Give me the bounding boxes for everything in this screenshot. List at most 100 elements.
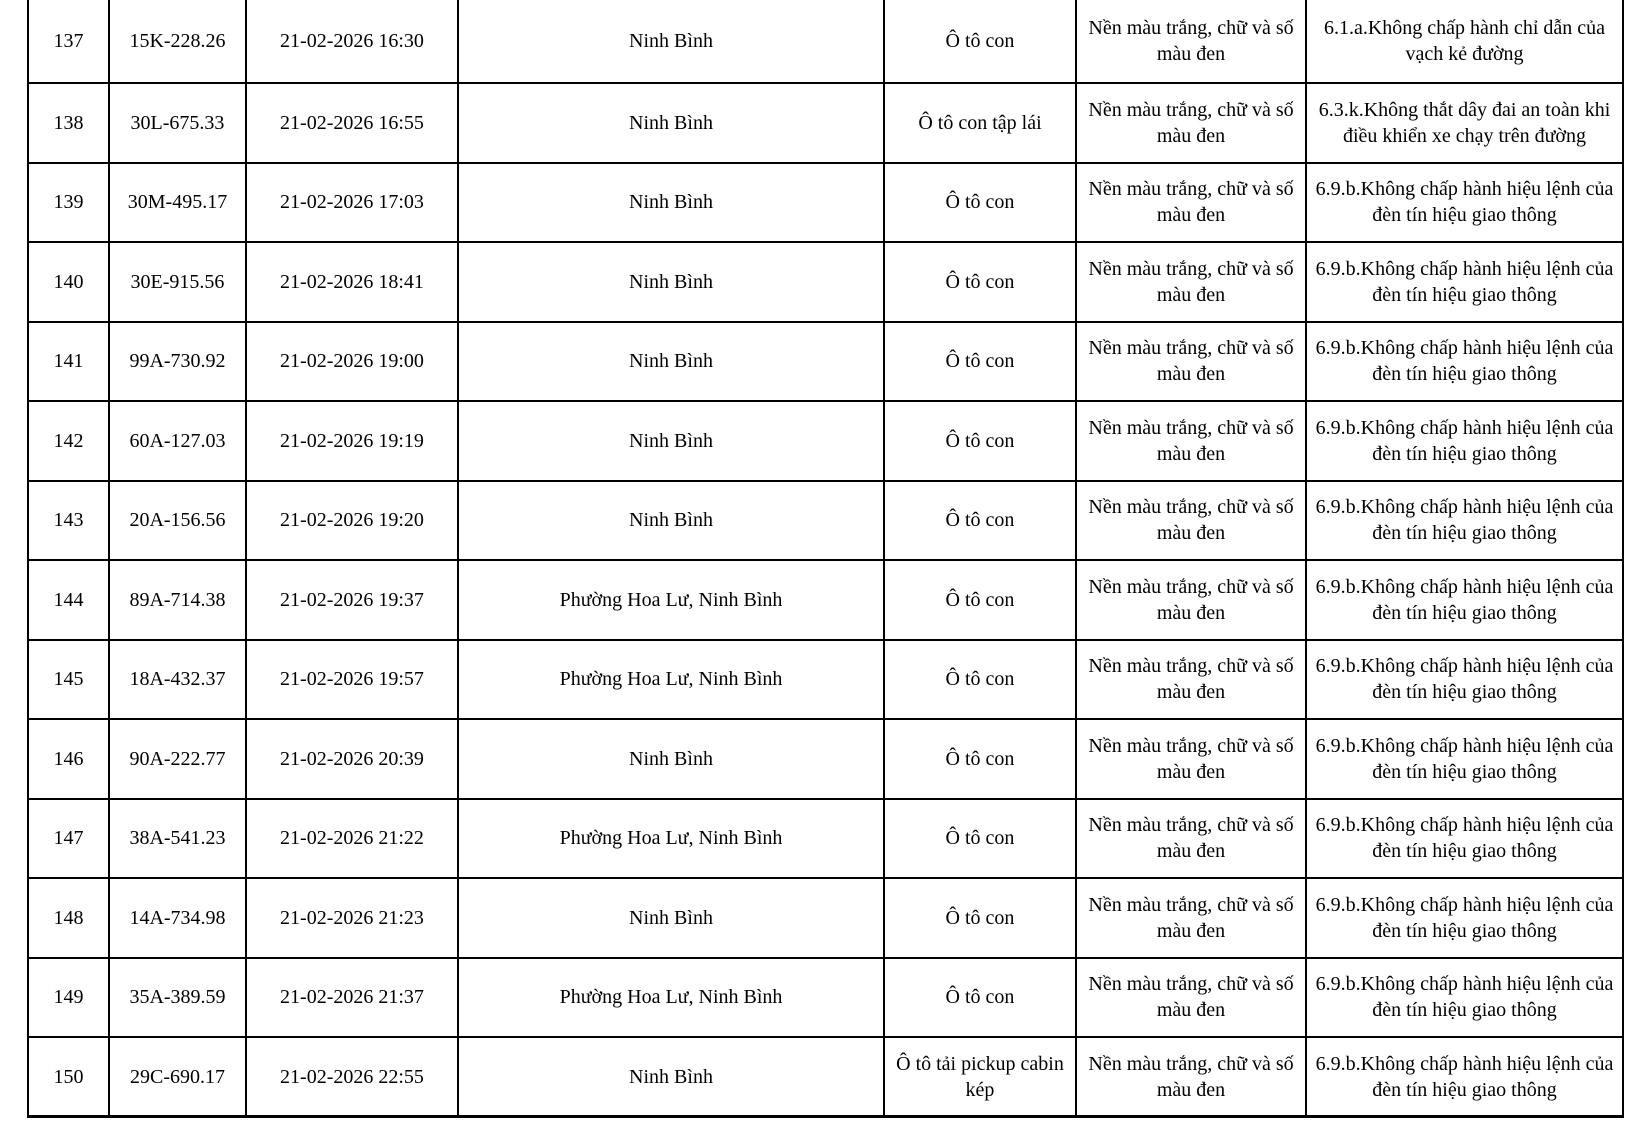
table-row: 138 30L-675.33 21-02-2026 16:55 Ninh Bìn… xyxy=(27,82,1624,164)
cell-index: 149 xyxy=(27,956,110,1038)
cell-plate-description: Nền màu trắng, chữ và số màu đen xyxy=(1075,161,1307,243)
cell-index: 144 xyxy=(27,559,110,641)
table-row: 146 90A-222.77 21-02-2026 20:39 Ninh Bìn… xyxy=(27,718,1624,800)
cell-license-plate: 90A-222.77 xyxy=(108,718,247,800)
cell-datetime: 21-02-2026 19:20 xyxy=(245,479,459,561)
cell-datetime: 21-02-2026 22:55 xyxy=(245,1036,459,1118)
cell-violation: 6.9.b.Không chấp hành hiệu lệnh của đèn … xyxy=(1305,797,1624,879)
cell-datetime: 21-02-2026 19:37 xyxy=(245,559,459,641)
cell-vehicle-type: Ô tô con xyxy=(883,559,1077,641)
cell-plate-description: Nền màu trắng, chữ và số màu đen xyxy=(1075,241,1307,323)
cell-violation: 6.9.b.Không chấp hành hiệu lệnh của đèn … xyxy=(1305,559,1624,641)
cell-datetime: 21-02-2026 20:39 xyxy=(245,718,459,800)
cell-violation: 6.9.b.Không chấp hành hiệu lệnh của đèn … xyxy=(1305,877,1624,959)
cell-vehicle-type: Ô tô con xyxy=(883,161,1077,243)
cell-license-plate: 99A-730.92 xyxy=(108,320,247,402)
cell-violation: 6.9.b.Không chấp hành hiệu lệnh của đèn … xyxy=(1305,241,1624,323)
cell-location: Phường Hoa Lư, Ninh Bình xyxy=(457,638,885,720)
table-row: 144 89A-714.38 21-02-2026 19:37 Phường H… xyxy=(27,559,1624,641)
cell-location: Ninh Bình xyxy=(457,877,885,959)
cell-index: 140 xyxy=(27,241,110,323)
cell-vehicle-type: Ô tô tải pickup cabin kép xyxy=(883,1036,1077,1118)
cell-index: 139 xyxy=(27,161,110,243)
cell-datetime: 21-02-2026 17:03 xyxy=(245,161,459,243)
table-row: 137 15K-228.26 21-02-2026 16:30 Ninh Bìn… xyxy=(27,0,1624,84)
cell-license-plate: 20A-156.56 xyxy=(108,479,247,561)
cell-violation: 6.9.b.Không chấp hành hiệu lệnh của đèn … xyxy=(1305,320,1624,402)
table-row: 145 18A-432.37 21-02-2026 19:57 Phường H… xyxy=(27,638,1624,720)
cell-plate-description: Nền màu trắng, chữ và số màu đen xyxy=(1075,559,1307,641)
cell-plate-description: Nền màu trắng, chữ và số màu đen xyxy=(1075,1036,1307,1118)
cell-vehicle-type: Ô tô con xyxy=(883,797,1077,879)
cell-violation: 6.9.b.Không chấp hành hiệu lệnh của đèn … xyxy=(1305,161,1624,243)
cell-index: 145 xyxy=(27,638,110,720)
cell-license-plate: 60A-127.03 xyxy=(108,400,247,482)
cell-plate-description: Nền màu trắng, chữ và số màu đen xyxy=(1075,797,1307,879)
cell-vehicle-type: Ô tô con xyxy=(883,400,1077,482)
table-row: 149 35A-389.59 21-02-2026 21:37 Phường H… xyxy=(27,956,1624,1038)
table-row: 139 30M-495.17 21-02-2026 17:03 Ninh Bìn… xyxy=(27,161,1624,243)
cell-license-plate: 29C-690.17 xyxy=(108,1036,247,1118)
cell-violation: 6.1.a.Không chấp hành chỉ dẫn của vạch k… xyxy=(1305,0,1624,84)
cell-datetime: 21-02-2026 21:22 xyxy=(245,797,459,879)
cell-location: Ninh Bình xyxy=(457,0,885,84)
cell-location: Phường Hoa Lư, Ninh Bình xyxy=(457,956,885,1038)
cell-location: Ninh Bình xyxy=(457,241,885,323)
cell-index: 148 xyxy=(27,877,110,959)
cell-vehicle-type: Ô tô con xyxy=(883,479,1077,561)
cell-index: 138 xyxy=(27,82,110,164)
cell-violation: 6.9.b.Không chấp hành hiệu lệnh của đèn … xyxy=(1305,479,1624,561)
cell-location: Phường Hoa Lư, Ninh Bình xyxy=(457,559,885,641)
cell-plate-description: Nền màu trắng, chữ và số màu đen xyxy=(1075,956,1307,1038)
cell-index: 141 xyxy=(27,320,110,402)
cell-datetime: 21-02-2026 21:23 xyxy=(245,877,459,959)
cell-license-plate: 30L-675.33 xyxy=(108,82,247,164)
cell-vehicle-type: Ô tô con xyxy=(883,956,1077,1038)
cell-plate-description: Nền màu trắng, chữ và số màu đen xyxy=(1075,82,1307,164)
cell-violation: 6.9.b.Không chấp hành hiệu lệnh của đèn … xyxy=(1305,718,1624,800)
cell-datetime: 21-02-2026 19:19 xyxy=(245,400,459,482)
table-row: 148 14A-734.98 21-02-2026 21:23 Ninh Bìn… xyxy=(27,877,1624,959)
cell-datetime: 21-02-2026 19:00 xyxy=(245,320,459,402)
cell-datetime: 21-02-2026 16:30 xyxy=(245,0,459,84)
cell-vehicle-type: Ô tô con xyxy=(883,638,1077,720)
table-row: 147 38A-541.23 21-02-2026 21:22 Phường H… xyxy=(27,797,1624,879)
cell-datetime: 21-02-2026 19:57 xyxy=(245,638,459,720)
cell-vehicle-type: Ô tô con xyxy=(883,320,1077,402)
cell-location: Ninh Bình xyxy=(457,718,885,800)
cell-vehicle-type: Ô tô con xyxy=(883,241,1077,323)
cell-violation: 6.3.k.Không thắt dây đai an toàn khi điề… xyxy=(1305,82,1624,164)
cell-license-plate: 38A-541.23 xyxy=(108,797,247,879)
table-body: 137 15K-228.26 21-02-2026 16:30 Ninh Bìn… xyxy=(27,0,1624,1118)
cell-plate-description: Nền màu trắng, chữ và số màu đen xyxy=(1075,479,1307,561)
cell-plate-description: Nền màu trắng, chữ và số màu đen xyxy=(1075,877,1307,959)
cell-plate-description: Nền màu trắng, chữ và số màu đen xyxy=(1075,718,1307,800)
cell-vehicle-type: Ô tô con xyxy=(883,0,1077,84)
cell-index: 137 xyxy=(27,0,110,84)
cell-datetime: 21-02-2026 21:37 xyxy=(245,956,459,1038)
cell-license-plate: 14A-734.98 xyxy=(108,877,247,959)
cell-license-plate: 89A-714.38 xyxy=(108,559,247,641)
cell-plate-description: Nền màu trắng, chữ và số màu đen xyxy=(1075,0,1307,84)
cell-location: Ninh Bình xyxy=(457,479,885,561)
cell-violation: 6.9.b.Không chấp hành hiệu lệnh của đèn … xyxy=(1305,1036,1624,1118)
cell-index: 150 xyxy=(27,1036,110,1118)
cell-license-plate: 30E-915.56 xyxy=(108,241,247,323)
cell-location: Ninh Bình xyxy=(457,1036,885,1118)
cell-location: Ninh Bình xyxy=(457,82,885,164)
cell-datetime: 21-02-2026 16:55 xyxy=(245,82,459,164)
cell-location: Ninh Bình xyxy=(457,400,885,482)
cell-vehicle-type: Ô tô con tập lái xyxy=(883,82,1077,164)
cell-violation: 6.9.b.Không chấp hành hiệu lệnh của đèn … xyxy=(1305,956,1624,1038)
cell-violation: 6.9.b.Không chấp hành hiệu lệnh của đèn … xyxy=(1305,400,1624,482)
cell-violation: 6.9.b.Không chấp hành hiệu lệnh của đèn … xyxy=(1305,638,1624,720)
cell-plate-description: Nền màu trắng, chữ và số màu đen xyxy=(1075,638,1307,720)
table-row: 140 30E-915.56 21-02-2026 18:41 Ninh Bìn… xyxy=(27,241,1624,323)
cell-license-plate: 35A-389.59 xyxy=(108,956,247,1038)
cell-location: Phường Hoa Lư, Ninh Bình xyxy=(457,797,885,879)
cell-plate-description: Nền màu trắng, chữ và số màu đen xyxy=(1075,320,1307,402)
cell-index: 147 xyxy=(27,797,110,879)
cell-license-plate: 30M-495.17 xyxy=(108,161,247,243)
cell-index: 143 xyxy=(27,479,110,561)
